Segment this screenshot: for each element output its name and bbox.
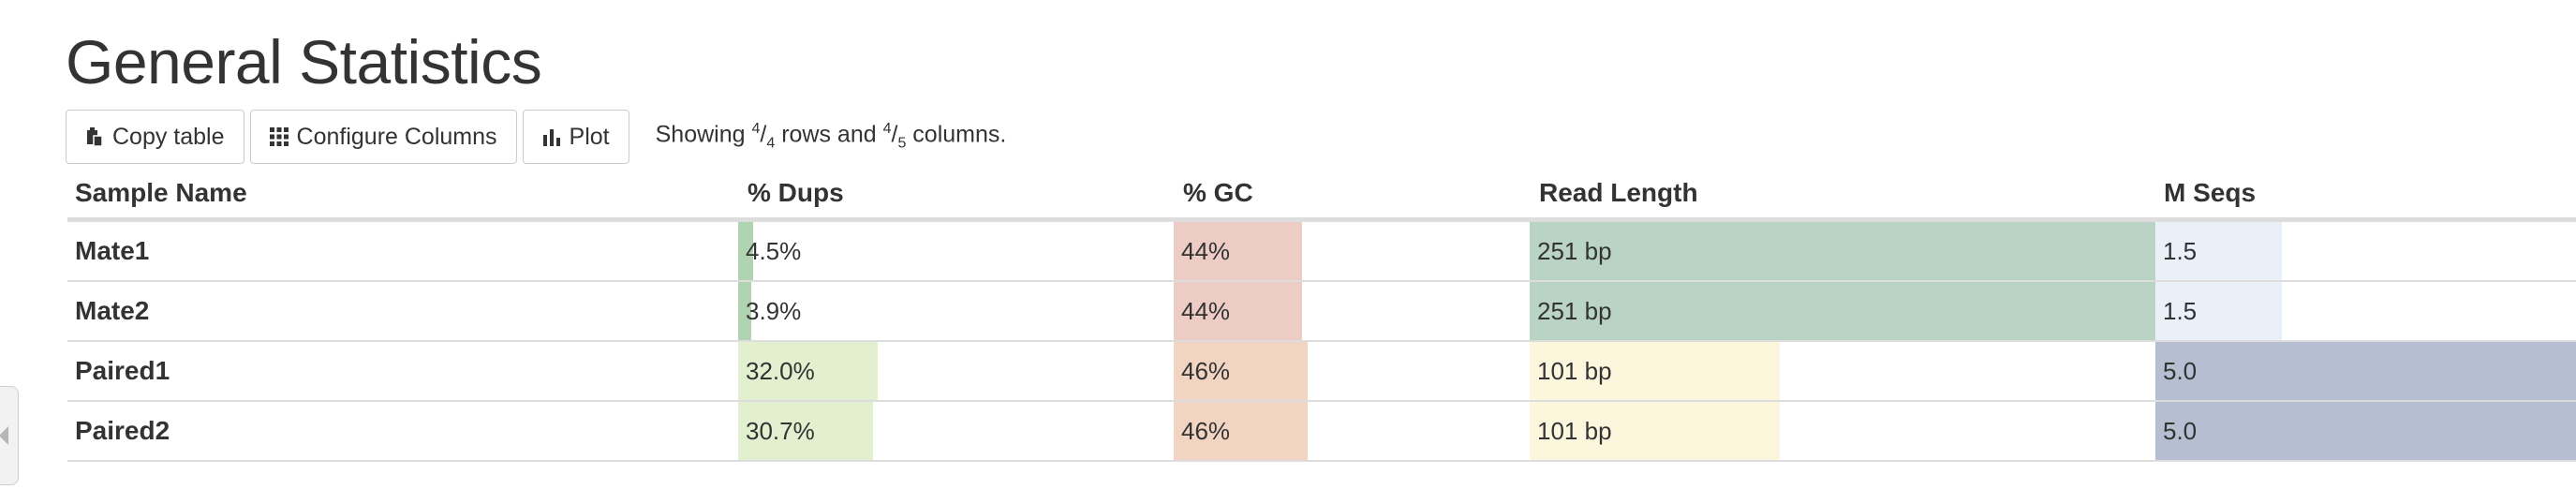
showing-suffix: columns. <box>906 121 1007 148</box>
table-row: Paired2 30.7% 46% 101 bp 5.0 <box>67 402 2576 462</box>
bar-readlen <box>1530 222 2155 280</box>
table-body: Mate1 4.5% 44% 251 bp 1.5 Mate2 3.9% 44% 251 bp 1… <box>67 222 2576 462</box>
cell-readlen: 101 bp <box>1530 402 2155 460</box>
showing-prefix: Showing <box>655 121 752 148</box>
bar-dups <box>738 222 753 280</box>
bar-gc <box>1174 342 1308 400</box>
header-gc[interactable]: % GC <box>1183 178 1253 207</box>
configure-columns-label: Configure Columns <box>296 123 497 150</box>
value-mseqs: 5.0 <box>2163 357 2198 385</box>
bar-readlen <box>1530 342 1780 400</box>
bar-readlen <box>1530 282 2155 340</box>
sample-name: Mate1 <box>75 236 150 265</box>
cell-readlen: 101 bp <box>1530 342 2155 400</box>
bar-mseqs <box>2155 402 2576 460</box>
header-dups[interactable]: % Dups <box>748 178 844 207</box>
cell-gc: 44% <box>1174 222 1530 280</box>
value-readlen: 251 bp <box>1537 297 1612 325</box>
showing-mid: rows and <box>775 121 883 148</box>
cell-mseqs: 1.5 <box>2155 222 2576 280</box>
value-gc: 46% <box>1181 357 1231 385</box>
table-toolbar: Copy table Configure Columns Plot Showin… <box>66 109 1006 165</box>
value-dups: 4.5% <box>746 237 802 265</box>
table-row: Mate1 4.5% 44% 251 bp 1.5 <box>67 222 2576 282</box>
caret-left-icon <box>0 426 8 445</box>
cell-dups: 32.0% <box>738 342 1174 400</box>
bar-gc <box>1174 402 1308 460</box>
value-dups: 30.7% <box>746 417 815 445</box>
value-readlen: 101 bp <box>1537 417 1612 445</box>
rows-total: 4 <box>766 135 776 152</box>
bar-dups <box>738 402 873 460</box>
copy-table-button[interactable]: Copy table <box>66 110 244 164</box>
value-dups: 32.0% <box>746 357 815 385</box>
header-read-length[interactable]: Read Length <box>1539 178 1698 207</box>
table-header: Sample Name % Dups % GC Read Length M Se… <box>67 169 2576 222</box>
cell-mseqs: 5.0 <box>2155 342 2576 400</box>
value-mseqs: 1.5 <box>2163 297 2198 325</box>
cell-dups: 30.7% <box>738 402 1174 460</box>
general-stats-table: Sample Name % Dups % GC Read Length M Se… <box>67 169 2576 462</box>
bar-dups <box>738 282 751 340</box>
value-mseqs: 1.5 <box>2163 237 2198 265</box>
value-gc: 44% <box>1181 237 1231 265</box>
rows-shown: 4 <box>751 121 761 138</box>
bar-dups <box>738 342 878 400</box>
bar-gc <box>1174 282 1302 340</box>
sample-name: Paired2 <box>75 416 170 445</box>
cell-readlen: 251 bp <box>1530 222 2155 280</box>
value-gc: 46% <box>1181 417 1231 445</box>
configure-columns-button[interactable]: Configure Columns <box>249 110 517 164</box>
bar-gc <box>1174 222 1302 280</box>
cell-readlen: 251 bp <box>1530 282 2155 340</box>
cols-shown: 4 <box>882 121 892 138</box>
bar-readlen <box>1530 402 1780 460</box>
value-readlen: 101 bp <box>1537 357 1612 385</box>
value-mseqs: 5.0 <box>2163 417 2198 445</box>
sample-name: Mate2 <box>75 296 150 325</box>
header-sample-name[interactable]: Sample Name <box>75 178 247 207</box>
page-title: General Statistics <box>66 27 542 96</box>
value-readlen: 251 bp <box>1537 237 1612 265</box>
cell-mseqs: 1.5 <box>2155 282 2576 340</box>
cell-dups: 4.5% <box>738 222 1174 280</box>
cols-total: 5 <box>897 135 907 152</box>
plot-button[interactable]: Plot <box>522 110 629 164</box>
plot-label: Plot <box>569 123 610 150</box>
copy-table-label: Copy table <box>112 123 225 150</box>
side-panel-toggle[interactable] <box>0 386 19 485</box>
value-dups: 3.9% <box>746 297 802 325</box>
cell-gc: 46% <box>1174 342 1530 400</box>
cell-gc: 44% <box>1174 282 1530 340</box>
bar-mseqs <box>2155 282 2282 340</box>
showing-text: Showing 4/4 rows and 4/5 columns. <box>655 121 1007 152</box>
table-row: Paired1 32.0% 46% 101 bp 5.0 <box>67 342 2576 402</box>
bar-chart-icon <box>542 129 560 146</box>
bar-mseqs <box>2155 342 2576 400</box>
sample-name: Paired1 <box>75 356 170 385</box>
table-row: Mate2 3.9% 44% 251 bp 1.5 <box>67 282 2576 342</box>
grid-icon <box>269 127 289 146</box>
clipboard-icon <box>87 127 103 147</box>
cell-mseqs: 5.0 <box>2155 402 2576 460</box>
value-gc: 44% <box>1181 297 1231 325</box>
bar-mseqs <box>2155 222 2282 280</box>
cell-gc: 46% <box>1174 402 1530 460</box>
cell-dups: 3.9% <box>738 282 1174 340</box>
header-m-seqs[interactable]: M Seqs <box>2164 178 2257 207</box>
